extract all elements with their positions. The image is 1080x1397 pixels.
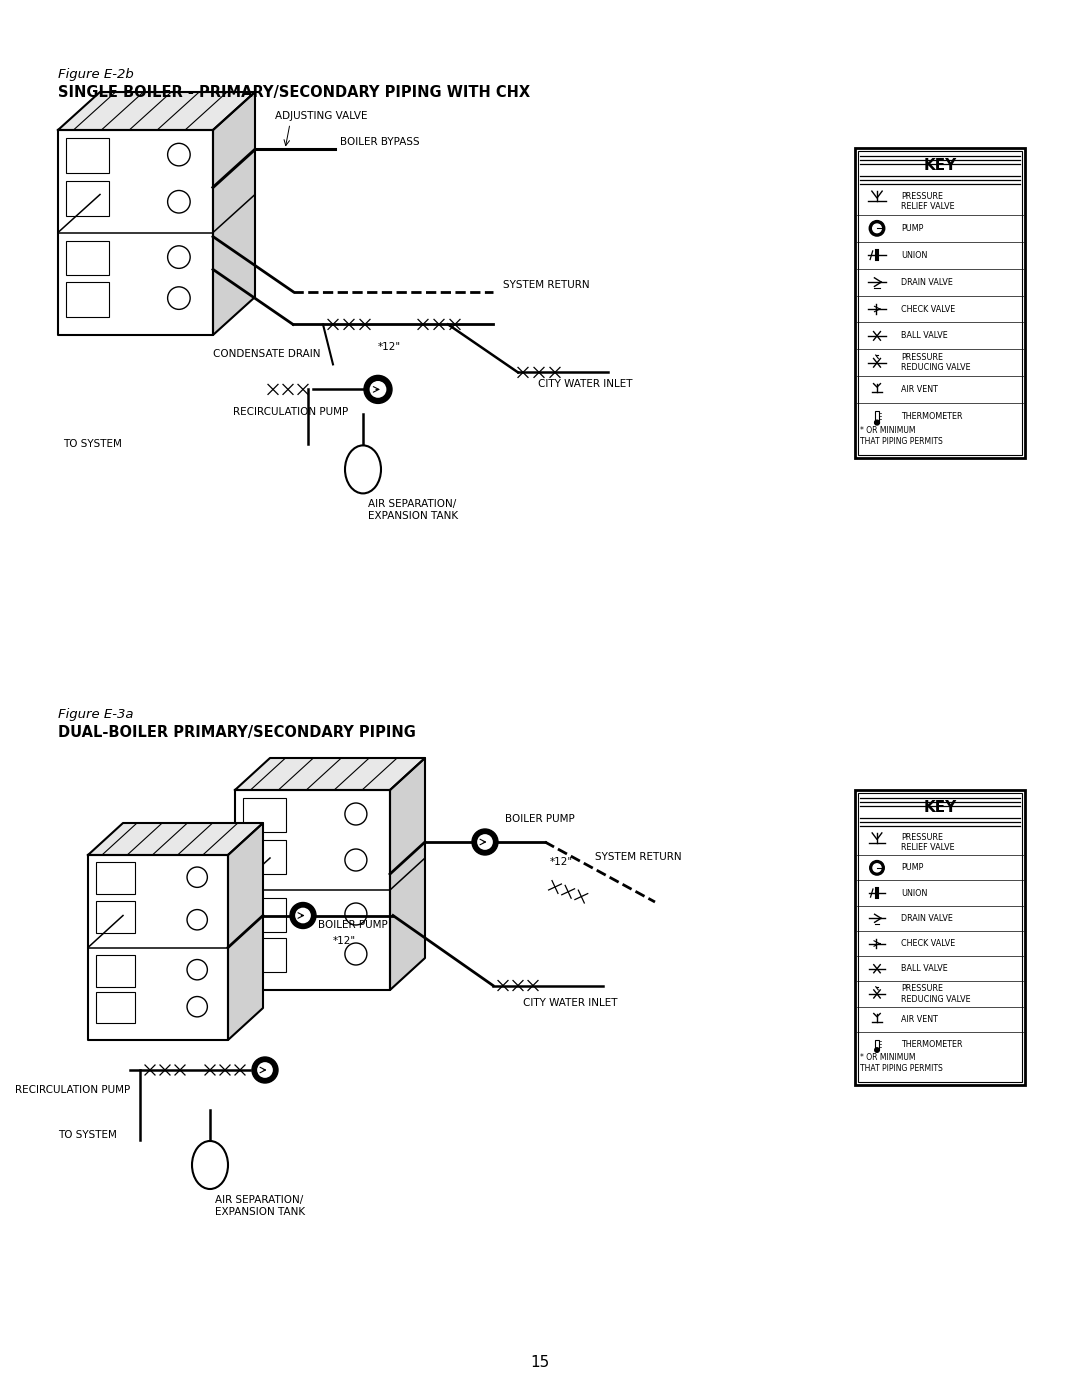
Polygon shape [58, 130, 213, 335]
Text: RECIRCULATION PUMP: RECIRCULATION PUMP [233, 408, 348, 418]
Text: AIR SEPARATION/
EXPANSION TANK: AIR SEPARATION/ EXPANSION TANK [215, 1194, 306, 1217]
Bar [66, 182, 109, 217]
Text: * OR MINIMUM
THAT PIPING PERMITS: * OR MINIMUM THAT PIPING PERMITS [860, 1053, 943, 1073]
Text: SINGLE BOILER - PRIMARY/SECONDARY PIPING WITH CHX: SINGLE BOILER - PRIMARY/SECONDARY PIPING… [58, 85, 530, 101]
Text: DRAIN VALVE: DRAIN VALVE [901, 914, 953, 923]
Text: * OR MINIMUM
THAT PIPING PERMITS: * OR MINIMUM THAT PIPING PERMITS [860, 426, 943, 446]
Circle shape [869, 221, 885, 236]
Text: BALL VALVE: BALL VALVE [901, 331, 948, 341]
Text: PUMP: PUMP [901, 863, 923, 872]
Text: BOILER PUMP: BOILER PUMP [505, 814, 575, 824]
Text: CITY WATER INLET: CITY WATER INLET [523, 999, 618, 1009]
Circle shape [472, 828, 498, 855]
Polygon shape [87, 855, 228, 1039]
Bar [243, 798, 286, 833]
Polygon shape [235, 789, 390, 990]
Bar [855, 789, 1025, 1085]
Text: BALL VALVE: BALL VALVE [901, 964, 948, 974]
Text: DUAL-BOILER PRIMARY/SECONDARY PIPING: DUAL-BOILER PRIMARY/SECONDARY PIPING [58, 725, 416, 740]
Text: PRESSURE
RELIEF VALVE: PRESSURE RELIEF VALVE [901, 833, 955, 852]
Bar [96, 862, 135, 894]
Text: TO SYSTEM: TO SYSTEM [63, 440, 122, 450]
Text: BOILER PUMP: BOILER PUMP [318, 919, 388, 929]
Text: SYSTEM RETURN: SYSTEM RETURN [503, 279, 590, 289]
Bar [243, 898, 286, 932]
Text: TO SYSTEM: TO SYSTEM [58, 1130, 117, 1140]
Bar [243, 840, 286, 875]
Text: UNION: UNION [901, 888, 928, 897]
Circle shape [873, 224, 881, 233]
Circle shape [364, 376, 392, 404]
Polygon shape [390, 759, 426, 990]
Bar [66, 240, 109, 275]
Text: CONDENSATE DRAIN: CONDENSATE DRAIN [213, 349, 321, 359]
Polygon shape [213, 92, 255, 335]
Text: UNION: UNION [901, 250, 928, 260]
Bar [858, 793, 1022, 1083]
Circle shape [869, 861, 885, 875]
Text: Figure E-3a: Figure E-3a [58, 708, 134, 721]
Ellipse shape [192, 1141, 228, 1189]
Circle shape [873, 863, 881, 872]
Text: ADJUSTING VALVE: ADJUSTING VALVE [275, 112, 367, 122]
Bar [96, 956, 135, 986]
Polygon shape [58, 92, 255, 130]
Circle shape [258, 1063, 272, 1077]
Text: KEY: KEY [923, 158, 957, 172]
Circle shape [252, 1058, 278, 1083]
Text: AIR VENT: AIR VENT [901, 1014, 937, 1024]
Text: *12": *12" [378, 342, 401, 352]
Text: BOILER BYPASS: BOILER BYPASS [340, 137, 420, 148]
Circle shape [370, 381, 386, 397]
Text: *12": *12" [333, 936, 356, 946]
Bar [243, 937, 286, 972]
Text: DRAIN VALVE: DRAIN VALVE [901, 278, 953, 286]
Circle shape [875, 1048, 879, 1052]
Bar [66, 138, 109, 173]
Bar [875, 411, 879, 422]
Text: AIR VENT: AIR VENT [901, 386, 937, 394]
Text: *12": *12" [550, 856, 573, 868]
Polygon shape [228, 823, 264, 1039]
Circle shape [291, 902, 316, 929]
Bar [66, 282, 109, 317]
Polygon shape [235, 759, 426, 789]
Bar [876, 1039, 879, 1051]
Ellipse shape [345, 446, 381, 493]
Text: RECIRCULATION PUMP: RECIRCULATION PUMP [15, 1085, 131, 1095]
Text: THERMOMETER: THERMOMETER [901, 412, 962, 420]
Text: Figure E-2b: Figure E-2b [58, 68, 134, 81]
Circle shape [477, 835, 492, 849]
Text: PUMP: PUMP [901, 224, 923, 233]
Text: PRESSURE
RELIEF VALVE: PRESSURE RELIEF VALVE [901, 191, 955, 211]
Circle shape [875, 420, 879, 425]
Text: SYSTEM RETURN: SYSTEM RETURN [595, 852, 681, 862]
Bar [855, 148, 1025, 458]
Text: CITY WATER INLET: CITY WATER INLET [538, 380, 633, 390]
Bar [96, 901, 135, 933]
Bar [96, 992, 135, 1024]
Text: CHECK VALVE: CHECK VALVE [901, 305, 955, 313]
Text: PRESSURE
REDUCING VALVE: PRESSURE REDUCING VALVE [901, 353, 971, 373]
Text: PRESSURE
REDUCING VALVE: PRESSURE REDUCING VALVE [901, 985, 971, 1003]
Text: THERMOMETER: THERMOMETER [901, 1039, 962, 1049]
Text: AIR SEPARATION/
EXPANSION TANK: AIR SEPARATION/ EXPANSION TANK [368, 499, 458, 521]
Text: CHECK VALVE: CHECK VALVE [901, 939, 955, 949]
Circle shape [296, 908, 310, 922]
Text: 15: 15 [530, 1355, 550, 1370]
Polygon shape [87, 823, 264, 855]
Bar [858, 151, 1022, 455]
Text: KEY: KEY [923, 799, 957, 814]
